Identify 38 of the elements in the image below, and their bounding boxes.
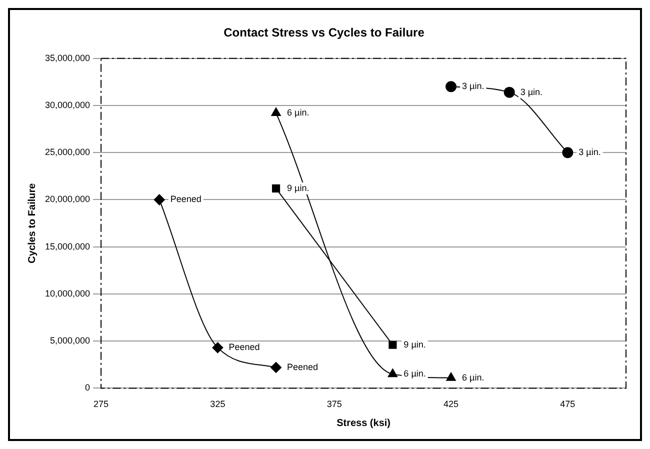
- series-label: 6 µin.: [404, 368, 426, 379]
- x-axis-title: Stress (ksi): [336, 418, 390, 429]
- point: [446, 372, 456, 381]
- point: [388, 340, 397, 349]
- y-tick-label: 10,000,000: [44, 288, 90, 298]
- chart-title: Contact Stress vs Cycles to Failure: [224, 26, 425, 40]
- x-tick-label: 275: [94, 399, 109, 410]
- point: [562, 147, 574, 158]
- x-tick-label: 425: [444, 399, 459, 410]
- text: 6 µin.: [462, 372, 484, 382]
- y-tick-label: 0: [85, 382, 90, 393]
- series-label: 3 µin.: [462, 81, 484, 92]
- series-label: 9 µin.: [287, 182, 310, 193]
- series-label: Peened: [228, 342, 260, 352]
- text: 9 µin.: [404, 339, 426, 350]
- y-tick-label: 15,000,000: [44, 241, 90, 252]
- point: [272, 184, 280, 192]
- x-tick-label: 325: [210, 399, 226, 410]
- y-tick-label: 25,000,000: [44, 147, 90, 158]
- text: 6 µin.: [287, 108, 310, 118]
- text: 3 µin.: [578, 147, 601, 158]
- y-tick-label: 35,000,000: [44, 52, 90, 63]
- text: Peened: [170, 194, 202, 204]
- point: [271, 108, 281, 116]
- x-tick-label: 475: [560, 399, 576, 410]
- point: [154, 194, 165, 206]
- point: [212, 342, 224, 354]
- x-tick-label: 375: [326, 399, 342, 410]
- y-tick-label: 20,000,000: [44, 194, 90, 204]
- y-tick-label: 5,000,000: [50, 336, 90, 346]
- point: [270, 362, 282, 373]
- text: 3 µin.: [520, 86, 543, 97]
- point: [504, 86, 515, 98]
- text: Peened: [287, 362, 318, 372]
- point: [388, 368, 398, 378]
- y-axis-title: Cycles to Failure: [26, 182, 38, 264]
- point: [446, 81, 457, 92]
- y-tick-label: 30,000,000: [44, 100, 90, 110]
